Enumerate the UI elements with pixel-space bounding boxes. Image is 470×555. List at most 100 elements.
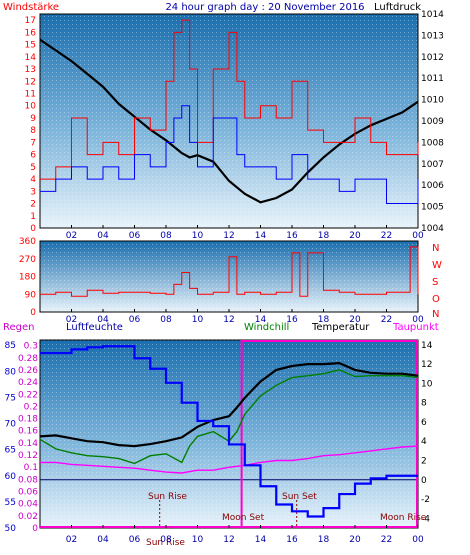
pressure-tick-label: 1005 — [421, 203, 444, 213]
rain-tick-label: 0.2 — [24, 402, 38, 412]
rain-tick-label: 0.22 — [18, 390, 38, 400]
temperature-tick-label: 14 — [421, 341, 433, 351]
series-wind-direction — [40, 246, 419, 297]
pressure-tick-label: 1008 — [421, 138, 444, 148]
x-tick-label: 10 — [192, 315, 204, 325]
rain-tick-label: 0 — [32, 524, 38, 534]
x-tick-label: 02 — [66, 535, 77, 545]
humidity-tick-label: 55 — [5, 498, 16, 508]
x-tick-label: 14 — [255, 231, 267, 241]
temperature-tick-label: -4 — [421, 514, 430, 524]
x-tick-label: 14 — [255, 315, 267, 325]
x-tick-label: 00 — [412, 231, 424, 241]
compass-label: W — [432, 260, 442, 271]
x-tick-label: 16 — [286, 315, 298, 325]
humidity-axis-title: Luftfeuchte — [66, 322, 123, 333]
rain-tick-label: 0.18 — [18, 415, 38, 425]
direction-tick-label: 270 — [19, 255, 36, 265]
rain-tick-label: 0.14 — [18, 439, 38, 449]
sunrise-annotation: Sun Rise — [148, 492, 187, 502]
compass-label: O — [432, 294, 440, 305]
wind-axis-title: Windstärke — [3, 2, 59, 13]
rain-tick-label: 0.28 — [18, 354, 38, 364]
rain-tick-label: 0.24 — [18, 378, 38, 388]
rain-tick-label: 0.06 — [18, 488, 38, 498]
x-tick-label: 08 — [160, 535, 172, 545]
moon-period-box — [240, 340, 418, 528]
compass-label: N — [432, 243, 439, 254]
wind-tick-label: 15 — [25, 41, 36, 51]
wind-tick-label: 10 — [25, 102, 37, 112]
pressure-tick-label: 1011 — [421, 74, 444, 84]
direction-tick-label: 180 — [19, 273, 36, 283]
x-tick-label: 12 — [223, 315, 234, 325]
series-windst-rke — [40, 19, 419, 180]
x-tick-label: 08 — [160, 231, 172, 241]
temperature-tick-label: 2 — [421, 457, 427, 467]
humidity-tick-label: 60 — [5, 472, 17, 482]
wind-tick-label: 6 — [30, 151, 36, 161]
x-tick-label: 02 — [66, 315, 77, 325]
pressure-axis-title: Luftdruck — [374, 2, 421, 13]
temperature-tick-label: 4 — [421, 437, 427, 447]
x-tick-label: 20 — [349, 535, 361, 545]
series-taupunkt — [40, 445, 419, 474]
humidity-tick-label: 65 — [5, 446, 16, 456]
pressure-tick-label: 1007 — [421, 160, 444, 170]
temperature-tick-label: 12 — [421, 360, 432, 370]
wind-tick-label: 11 — [25, 89, 36, 99]
x-tick-label: 12 — [223, 231, 234, 241]
pressure-tick-label: 1006 — [421, 181, 444, 191]
wind-tick-label: 9 — [30, 114, 36, 124]
x-tick-label: 04 — [97, 535, 109, 545]
temperature-tick-label: -2 — [421, 495, 430, 505]
series-temperatur — [39, 361, 419, 448]
x-tick-label: 22 — [381, 535, 392, 545]
wind-tick-label: 4 — [30, 175, 36, 185]
x-tick-label: 04 — [97, 315, 109, 325]
direction-tick-label: 0 — [30, 308, 36, 318]
x-tick-label: 02 — [66, 231, 77, 241]
dewpoint-axis-title: Taupunkt — [392, 322, 439, 333]
rain-tick-label: 0.12 — [18, 451, 38, 461]
wind-tick-label: 1 — [30, 212, 36, 222]
temperature-axis-title: Temperatur — [311, 322, 370, 333]
wind-tick-label: 14 — [25, 53, 37, 63]
pressure-tick-label: 1010 — [421, 96, 444, 106]
pressure-tick-label: 1014 — [421, 10, 444, 20]
rain-tick-label: 0.1 — [24, 463, 38, 473]
humidity-tick-label: 85 — [5, 341, 16, 351]
temperature-tick-label: 8 — [421, 399, 427, 409]
humidity-tick-label: 80 — [5, 367, 17, 377]
series-luftfeuchte — [40, 345, 418, 518]
chart-title: 24 hour graph day : 20 November 2016 — [165, 2, 364, 13]
x-tick-label: 22 — [381, 231, 392, 241]
pressure-tick-label: 1004 — [421, 224, 444, 234]
humidity-tick-label: 75 — [5, 393, 16, 403]
temperature-tick-label: 10 — [421, 379, 433, 389]
x-tick-label: 22 — [381, 315, 392, 325]
x-tick-label: 16 — [286, 535, 298, 545]
sunset-annotation: Sun Set — [282, 492, 317, 502]
series-luftdruck — [39, 38, 419, 204]
wind-tick-label: 0 — [30, 224, 36, 234]
wind-tick-label: 7 — [30, 138, 36, 148]
x-tick-label: 20 — [349, 231, 361, 241]
moonrise-annotation: Moon Rise — [380, 513, 427, 523]
rain-tick-label: 0.02 — [18, 512, 38, 522]
wind-tick-label: 3 — [30, 187, 36, 197]
x-tick-label: 04 — [97, 231, 109, 241]
windchill-axis-title: Windchill — [244, 322, 289, 333]
humidity-tick-label: 70 — [5, 420, 17, 430]
wind-tick-label: 8 — [30, 126, 36, 136]
direction-tick-label: 360 — [19, 237, 36, 247]
rain-tick-label: 0.3 — [24, 342, 38, 352]
wind-tick-label: 2 — [30, 200, 36, 210]
wind-tick-label: 13 — [25, 65, 36, 75]
humidity-tick-label: 50 — [5, 524, 17, 534]
rain-tick-label: 0.04 — [18, 500, 38, 510]
series-windst-rke-avg- — [40, 105, 419, 205]
rain-tick-label: 0.08 — [18, 475, 38, 485]
x-tick-label: 06 — [129, 535, 141, 545]
